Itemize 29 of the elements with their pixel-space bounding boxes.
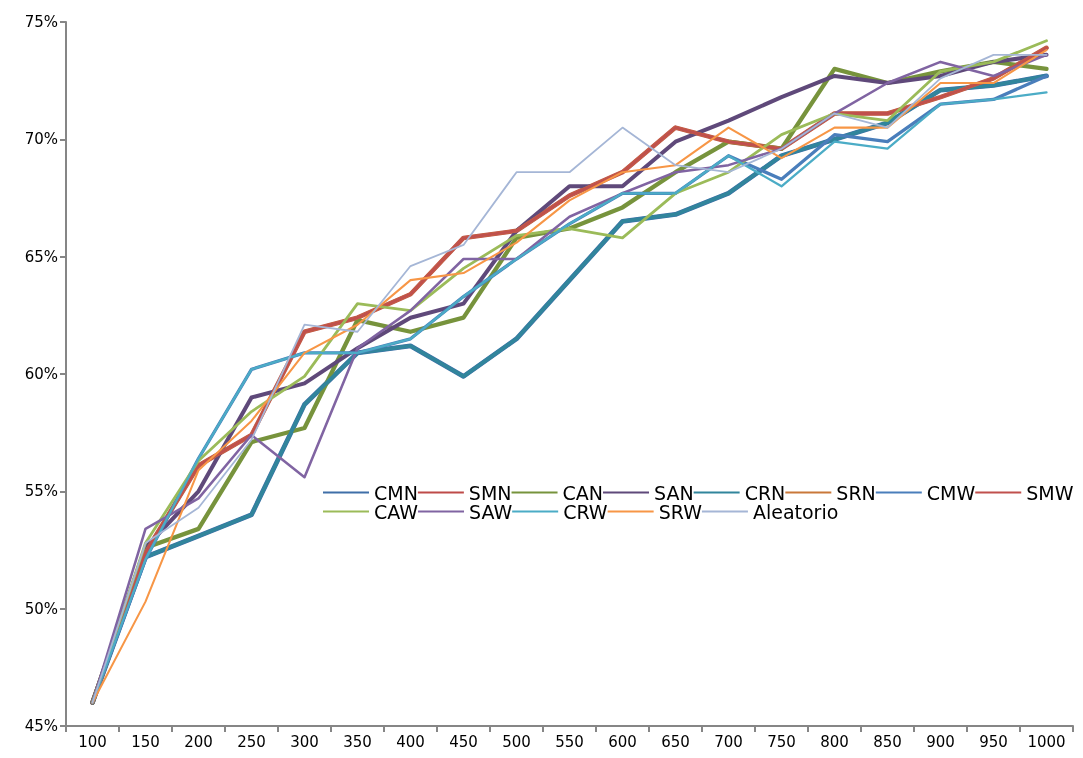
- y-tick-label: 60%: [24, 365, 58, 383]
- x-tick-label: 900: [926, 732, 955, 751]
- x-tick-label: 850: [873, 732, 902, 751]
- x-tick-label: 500: [502, 732, 531, 751]
- legend-label: SMW: [1026, 481, 1074, 504]
- x-tick-label: 800: [820, 732, 849, 751]
- x-tick-label: 300: [290, 732, 319, 751]
- x-tick-label: 100: [78, 732, 107, 751]
- x-tick-label: 200: [184, 732, 213, 751]
- x-tick-label: 750: [767, 732, 796, 751]
- x-tick-label: 650: [661, 732, 690, 751]
- y-tick-label: 65%: [24, 247, 58, 266]
- y-tick-label: 70%: [24, 130, 58, 149]
- x-tick-label: 600: [608, 732, 637, 751]
- x-tick-label: 550: [555, 732, 584, 751]
- legend-label: SRN: [836, 481, 876, 504]
- legend-label: CMW: [926, 481, 976, 504]
- x-tick-label: 450: [449, 732, 478, 751]
- y-tick-label: 55%: [24, 482, 58, 501]
- x-tick-label: 400: [396, 732, 425, 751]
- x-tick-label: 150: [131, 732, 160, 751]
- x-tick-label: 350: [343, 732, 372, 751]
- x-tick-label: 700: [714, 732, 743, 751]
- x-tick-label: 950: [979, 732, 1008, 751]
- x-tick-label: 250: [237, 732, 266, 751]
- y-tick-label: 45%: [24, 717, 58, 735]
- y-tick-label: 75%: [24, 13, 58, 31]
- y-tick-label: 50%: [24, 599, 58, 618]
- x-tick-label: 1000: [1027, 732, 1066, 751]
